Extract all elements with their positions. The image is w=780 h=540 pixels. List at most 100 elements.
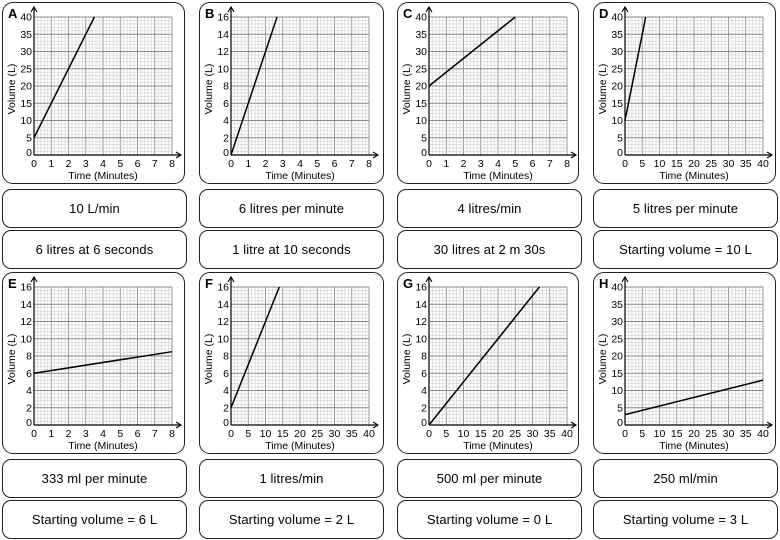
chart-card-f: 0 5 10 15 20 25 30 35 40 2 4 6 8 10 12 14 16 0 Time (Minut… [199, 272, 384, 454]
x-tick-label: 3 [280, 158, 286, 170]
y-tick-label: 0 [223, 147, 229, 159]
x-tick-label: 0 [622, 158, 628, 170]
x-tick-label: 8 [169, 158, 175, 170]
x-axis-label: Time (Minutes) [68, 170, 138, 182]
y-axis-label: Volume (L) [401, 334, 413, 385]
x-tick-label: 35 [544, 428, 556, 440]
x-tick-label: 0 [426, 428, 432, 440]
y-tick-label: 5 [617, 132, 623, 144]
x-tick-label: 15 [671, 428, 683, 440]
x-axis-arrow [766, 151, 774, 159]
x-tick-label: 7 [547, 158, 553, 170]
y-tick-label: 14 [415, 299, 427, 311]
y-tick-label: 0 [421, 417, 427, 429]
x-axis-arrow [766, 421, 774, 429]
y-tick-label: 40 [415, 12, 427, 24]
x-tick-label: 30 [329, 428, 341, 440]
x-tick-label: 4 [100, 428, 106, 440]
rate-card-5: 333 ml per minute [2, 459, 187, 498]
panel-letter: C [403, 6, 413, 21]
y-tick-label: 10 [20, 115, 32, 127]
chart-card-e: 0 1 2 3 4 5 6 7 8 2 4 6 8 10 12 14 16 0 Time (Minutes) Volu… [2, 272, 185, 454]
y-axis-arrow [621, 5, 629, 13]
y-tick-label: 8 [421, 351, 427, 363]
y-axis-label: Volume (L) [203, 334, 215, 385]
y-tick-label: 6 [421, 368, 427, 380]
info-card-1: 6 litres at 6 seconds [2, 230, 187, 269]
x-tick-label: 5 [639, 158, 645, 170]
y-tick-label: 0 [26, 417, 32, 429]
data-line [624, 16, 647, 121]
y-tick-label: 15 [20, 98, 32, 110]
y-tick-label: 30 [415, 46, 427, 58]
x-tick-label: 25 [705, 158, 717, 170]
x-tick-label: 40 [561, 428, 573, 440]
y-axis-label: Volume (L) [6, 64, 18, 115]
y-tick-label: 30 [611, 46, 623, 58]
rate-card-1: 10 L/min [2, 189, 187, 228]
y-tick-label: 4 [26, 385, 32, 397]
x-axis-label: Time (Minutes) [659, 440, 729, 452]
x-tick-label: 25 [705, 428, 717, 440]
x-tick-label: 6 [135, 158, 141, 170]
y-tick-label: 20 [415, 81, 427, 93]
y-tick-label: 16 [415, 282, 427, 294]
x-tick-label: 1 [48, 428, 54, 440]
x-tick-label: 6 [530, 158, 536, 170]
panel-letter: G [403, 276, 413, 291]
x-axis-arrow [175, 421, 183, 429]
panel-letter: B [205, 6, 214, 21]
x-tick-label: 0 [31, 158, 37, 170]
x-tick-label: 8 [169, 428, 175, 440]
x-tick-label: 15 [475, 428, 487, 440]
y-axis-arrow [30, 5, 38, 13]
x-tick-label: 5 [314, 158, 320, 170]
x-tick-label: 30 [723, 428, 735, 440]
x-tick-label: 1 [48, 158, 54, 170]
x-tick-label: 10 [458, 428, 470, 440]
x-axis-label: Time (Minutes) [265, 440, 335, 452]
x-tick-label: 30 [527, 428, 539, 440]
x-tick-label: 7 [152, 428, 158, 440]
panel-letter: H [599, 276, 608, 291]
rate-card-2: 6 litres per minute [199, 189, 384, 228]
y-tick-label: 12 [217, 316, 229, 328]
rate-card-3: 4 litres/min [397, 189, 582, 228]
y-tick-label: 40 [611, 282, 623, 294]
y-axis-arrow [227, 5, 235, 13]
x-tick-label: 1 [245, 158, 251, 170]
x-tick-label: 5 [117, 158, 123, 170]
x-tick-label: 3 [83, 428, 89, 440]
info-card-3: 30 litres at 2 m 30s [397, 230, 582, 269]
x-tick-label: 3 [478, 158, 484, 170]
y-tick-label: 8 [223, 351, 229, 363]
x-tick-label: 40 [757, 158, 769, 170]
data-line [428, 16, 516, 87]
data-line [33, 350, 173, 374]
y-tick-label: 4 [223, 115, 229, 127]
x-tick-label: 3 [83, 158, 89, 170]
y-tick-label: 14 [217, 29, 229, 41]
x-tick-label: 5 [639, 428, 645, 440]
y-tick-label: 6 [223, 98, 229, 110]
x-tick-label: 2 [461, 158, 467, 170]
y-tick-label: 10 [20, 333, 32, 345]
info-card-8: Starting volume = 3 L [593, 500, 778, 539]
y-tick-label: 16 [217, 12, 229, 24]
panel-letter: A [8, 6, 18, 21]
x-tick-label: 5 [117, 428, 123, 440]
y-axis-label: Volume (L) [401, 64, 413, 115]
data-line [624, 379, 764, 416]
x-tick-label: 30 [723, 158, 735, 170]
y-axis-arrow [425, 275, 433, 283]
x-tick-label: 2 [263, 158, 269, 170]
rate-card-7: 500 ml per minute [397, 459, 582, 498]
y-tick-label: 2 [223, 402, 229, 414]
info-card-2: 1 litre at 10 seconds [199, 230, 384, 269]
y-tick-label: 10 [217, 63, 229, 75]
y-tick-label: 4 [421, 385, 427, 397]
y-tick-label: 0 [617, 417, 623, 429]
y-tick-label: 14 [217, 299, 229, 311]
